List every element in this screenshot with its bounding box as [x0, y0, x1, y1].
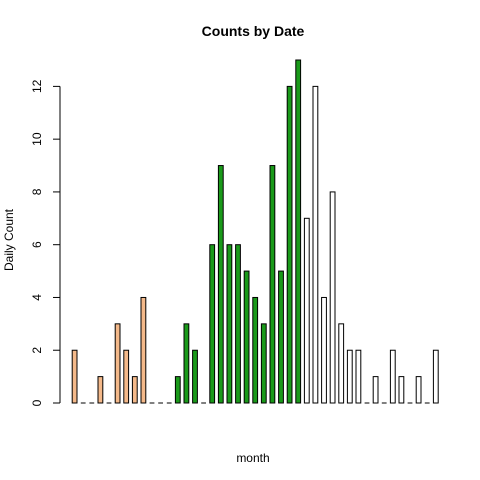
bar [338, 323, 345, 404]
bar [217, 165, 224, 404]
bar [114, 323, 121, 404]
y-tick-label: 10 [30, 132, 44, 146]
bar [71, 349, 78, 404]
bar [372, 376, 379, 404]
chart-title: Counts by Date [202, 23, 305, 39]
y-tick-label: 12 [30, 79, 44, 93]
y-tick-label: 6 [30, 241, 44, 248]
y-tick-label: 4 [30, 294, 44, 301]
bar [355, 349, 362, 404]
bar [123, 349, 130, 404]
bar [260, 323, 267, 404]
bar [432, 349, 439, 404]
bar [312, 85, 319, 404]
bar [415, 376, 422, 404]
bar [278, 270, 284, 404]
bar [286, 85, 293, 404]
bar [389, 349, 396, 404]
bar [295, 59, 302, 404]
bar [140, 296, 147, 404]
y-tick-label: 0 [30, 399, 44, 406]
bar [252, 296, 259, 404]
bar [398, 376, 405, 404]
bar [209, 244, 216, 404]
bar [243, 270, 250, 404]
x-axis-label: month [236, 451, 269, 465]
y-axis: 0 2 4 6 8 10 12 [30, 79, 61, 406]
bar [269, 165, 276, 404]
bars-group [71, 59, 439, 404]
bar [192, 349, 198, 404]
y-tick-label: 8 [30, 188, 44, 195]
bar [235, 244, 241, 404]
bar [303, 217, 310, 404]
y-axis-label: Daily Count [2, 208, 16, 271]
y-tick-label: 2 [30, 347, 44, 354]
bar [183, 323, 190, 404]
bar [346, 349, 353, 404]
bar [329, 191, 336, 404]
bar [321, 296, 327, 404]
bar [226, 244, 233, 404]
bar [174, 376, 181, 404]
bar [97, 376, 104, 404]
bar [131, 376, 138, 404]
